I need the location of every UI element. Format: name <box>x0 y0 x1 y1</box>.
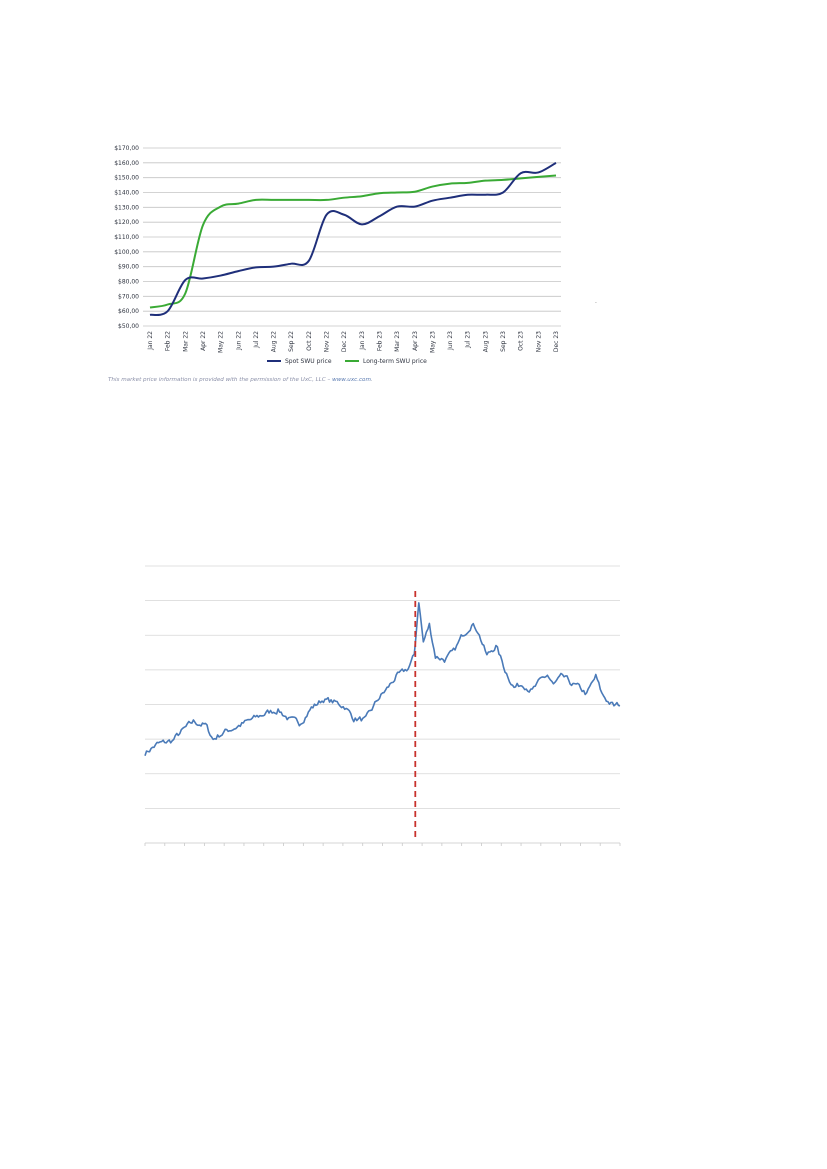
c2-series-line-path <box>144 602 621 756</box>
c1-y-tick-label: $170,00 <box>114 145 139 152</box>
c1-series-spot-line <box>149 161 557 316</box>
c1-x-tick-label: Sep 23 <box>500 331 507 352</box>
stray-mark: . <box>595 298 597 305</box>
c1-x-axis-ticks: Jan 22 Feb 22 Mar 22 Apr 22 May 22 Jun 22 Jul … <box>147 331 560 353</box>
c1-x-tick-label: Feb 22 <box>165 331 172 351</box>
c1-x-tick-label: Jul 23 <box>465 331 472 349</box>
caption-link[interactable]: www.uxc.com <box>332 377 371 383</box>
caption-end: . <box>370 377 373 383</box>
c1-x-tick-label: Jun 23 <box>447 331 454 351</box>
c1-x-tick-label: Apr 22 <box>200 331 207 351</box>
c1-series-longterm-line <box>149 174 557 309</box>
c1-x-tick-label: Aug 22 <box>271 331 278 352</box>
caption-text: This market price information is provide… <box>108 377 333 383</box>
c1-y-tick-label: $50,00 <box>118 323 139 330</box>
c1-y-tick-label: $160,00 <box>114 160 139 167</box>
c1-y-tick-label: $150,00 <box>114 175 139 182</box>
c1-x-tick-label: Mar 22 <box>182 331 189 352</box>
c1-x-tick-label: May 22 <box>218 331 225 353</box>
c1-x-tick-label: Oct 22 <box>306 331 313 351</box>
c1-x-tick-label: May 23 <box>429 331 436 353</box>
c1-y-tick-label: $140,00 <box>114 190 139 197</box>
c2-series-line <box>144 602 621 756</box>
c1-x-tick-label: Aug 23 <box>482 331 489 352</box>
c1-y-tick-label: $130,00 <box>114 204 139 211</box>
c1-y-tick-label: $90,00 <box>118 264 139 271</box>
c1-x-tick-label: Apr 23 <box>412 331 419 351</box>
c1-x-tick-label: Nov 23 <box>535 331 542 352</box>
c1-legend: Spot SWU price Long-term SWU price <box>267 358 427 365</box>
source-caption: This market price information is provide… <box>108 377 508 383</box>
c1-y-tick-label: $80,00 <box>118 279 139 286</box>
c1-x-tick-label: Nov 22 <box>324 331 331 352</box>
c1-gridlines <box>143 147 561 327</box>
legend-spot-label: Spot SWU price <box>285 358 332 365</box>
c1-y-tick-label: $100,00 <box>114 249 139 256</box>
c1-y-tick-label: $110,00 <box>114 234 139 241</box>
c1-y-tick-label: $60,00 <box>118 308 139 315</box>
c1-y-axis-ticks: $170,00 $160,00 $150,00 $140,00 $130,00 $120,… <box>114 145 139 330</box>
legend-longterm-label: Long-term SWU price <box>363 358 427 365</box>
c1-x-tick-label: Feb 23 <box>376 331 383 351</box>
c1-x-tick-label: Jul 22 <box>253 331 260 349</box>
c1-x-tick-label: Sep 22 <box>288 331 295 352</box>
c1-y-tick-label: $120,00 <box>114 219 139 226</box>
c1-x-tick-label: Jun 22 <box>235 331 242 351</box>
c1-x-tick-label: Jan 22 <box>147 331 154 351</box>
c1-x-tick-label: Oct 23 <box>518 331 525 351</box>
c1-x-tick-label: Dec 23 <box>553 331 560 352</box>
c2-x-axis-ticks <box>144 843 621 846</box>
c1-x-tick-label: Dec 22 <box>341 331 348 352</box>
c2-gridlines <box>145 565 620 844</box>
swu-price-chart: $170,00 $160,00 $150,00 $140,00 $130,00 $120,… <box>114 145 561 365</box>
daily-price-chart <box>144 565 621 846</box>
c1-x-tick-label: Mar 23 <box>394 331 401 352</box>
c1-series-lines <box>149 161 557 316</box>
c1-x-tick-label: Jan 23 <box>359 331 366 351</box>
c1-y-tick-label: $70,00 <box>118 293 139 300</box>
